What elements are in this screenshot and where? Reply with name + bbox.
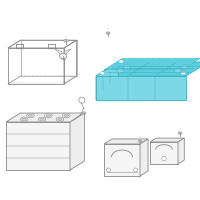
Polygon shape xyxy=(140,139,148,176)
Polygon shape xyxy=(178,138,184,164)
Ellipse shape xyxy=(20,117,28,122)
Ellipse shape xyxy=(38,117,46,122)
Ellipse shape xyxy=(45,113,52,118)
Ellipse shape xyxy=(64,39,68,42)
Ellipse shape xyxy=(106,168,110,172)
Ellipse shape xyxy=(58,118,62,121)
Ellipse shape xyxy=(106,32,110,34)
Ellipse shape xyxy=(64,114,68,117)
Ellipse shape xyxy=(162,156,166,161)
Ellipse shape xyxy=(82,112,86,114)
Ellipse shape xyxy=(181,72,186,75)
Ellipse shape xyxy=(40,118,44,121)
Polygon shape xyxy=(150,138,184,142)
Ellipse shape xyxy=(181,65,188,69)
Polygon shape xyxy=(96,62,200,76)
Polygon shape xyxy=(55,49,62,55)
Ellipse shape xyxy=(119,60,124,63)
Ellipse shape xyxy=(22,118,26,121)
Ellipse shape xyxy=(174,69,181,73)
Ellipse shape xyxy=(59,53,67,59)
Ellipse shape xyxy=(117,69,124,73)
Polygon shape xyxy=(64,49,71,55)
Polygon shape xyxy=(150,142,178,164)
Ellipse shape xyxy=(46,114,51,117)
Ellipse shape xyxy=(134,168,138,172)
Polygon shape xyxy=(96,76,186,100)
Polygon shape xyxy=(104,144,140,176)
Polygon shape xyxy=(6,113,84,122)
Ellipse shape xyxy=(138,140,142,142)
Ellipse shape xyxy=(178,132,182,134)
Ellipse shape xyxy=(28,114,33,117)
Ellipse shape xyxy=(27,113,34,118)
Ellipse shape xyxy=(56,117,64,122)
Polygon shape xyxy=(70,113,84,170)
Ellipse shape xyxy=(100,72,105,75)
Ellipse shape xyxy=(123,65,130,69)
Polygon shape xyxy=(104,58,200,70)
Polygon shape xyxy=(96,62,118,100)
Polygon shape xyxy=(6,122,70,170)
Polygon shape xyxy=(104,139,148,144)
Ellipse shape xyxy=(62,113,70,118)
